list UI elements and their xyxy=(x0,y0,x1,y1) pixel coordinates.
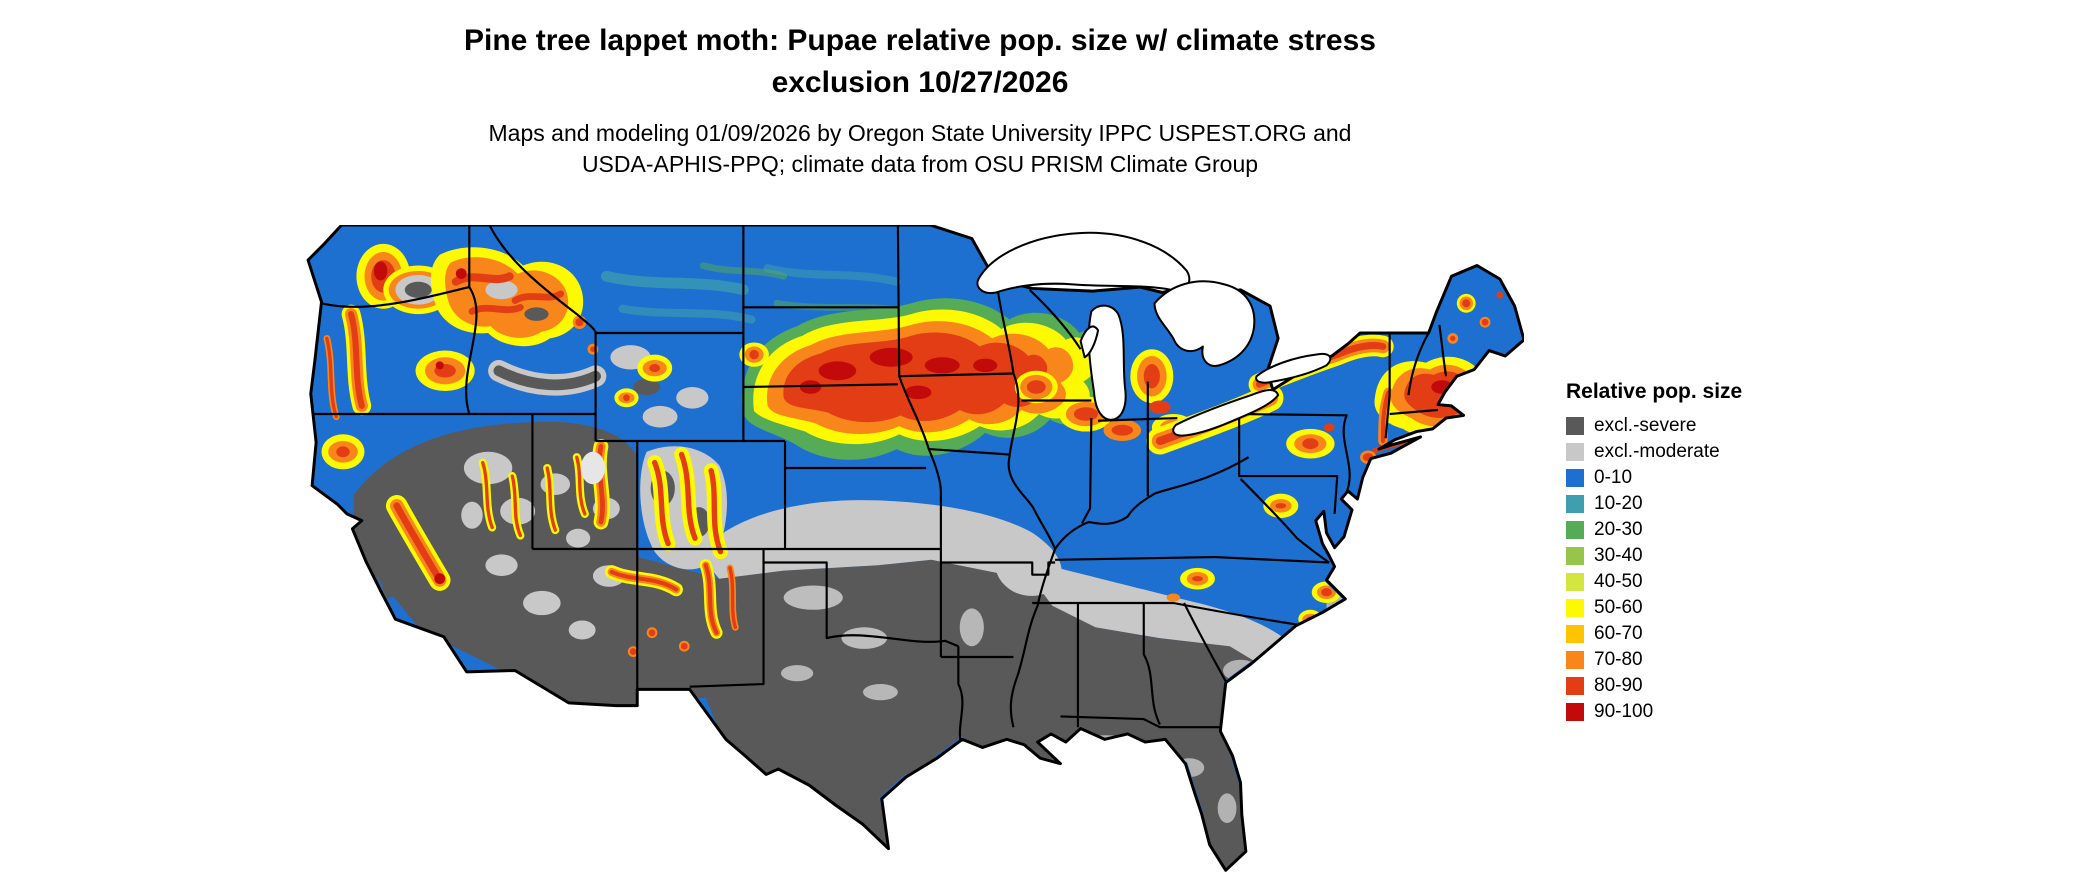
us-outline xyxy=(306,225,1524,872)
legend-swatch-90-100 xyxy=(1566,702,1584,721)
legend-row: 20-30 xyxy=(1566,520,1742,539)
population-raster xyxy=(308,225,1524,871)
legend-row: 30-40 xyxy=(1566,546,1742,565)
legend-label: 50-60 xyxy=(1594,597,1643,618)
legend-swatch-10-20 xyxy=(1566,494,1584,513)
map-title-line1: Pine tree lappet moth: Pupae relative po… xyxy=(464,24,1376,57)
title-block: Pine tree lappet moth: Pupae relative po… xyxy=(60,20,1780,180)
legend-swatch-70-80 xyxy=(1566,650,1584,669)
lake-superior xyxy=(976,231,1191,295)
legend-label: 0-10 xyxy=(1594,467,1633,488)
great-lakes xyxy=(976,231,1332,437)
legend-swatch-40-50 xyxy=(1566,572,1584,591)
legend-swatch-50-60 xyxy=(1566,598,1584,617)
map-subtitle-line1: Maps and modeling 01/09/2026 by Oregon S… xyxy=(488,120,1352,146)
lake-erie xyxy=(1172,389,1280,437)
map-title: Pine tree lappet moth: Pupae relative po… xyxy=(60,20,1780,104)
legend-label: 20-30 xyxy=(1594,519,1643,540)
state-borders xyxy=(308,225,1448,750)
legend-row: excl.-severe xyxy=(1566,416,1742,435)
great-salt-lake xyxy=(580,451,605,485)
legend-swatch-80-90 xyxy=(1566,676,1584,695)
legend-swatch-60-70 xyxy=(1566,624,1584,643)
legend-row: 50-60 xyxy=(1566,598,1742,617)
legend-label: excl.-severe xyxy=(1594,415,1697,436)
legend-row: 60-70 xyxy=(1566,624,1742,643)
legend-row: 10-20 xyxy=(1566,494,1742,513)
legend-row: 0-10 xyxy=(1566,468,1742,487)
legend-row: 80-90 xyxy=(1566,676,1742,695)
legend-row: 40-50 xyxy=(1566,572,1742,591)
legend-label: 80-90 xyxy=(1594,675,1643,696)
legend-label: 40-50 xyxy=(1594,571,1643,592)
legend-label: excl.-moderate xyxy=(1594,441,1720,462)
legend-label: 60-70 xyxy=(1594,623,1643,644)
legend: Relative pop. size excl.-severe excl.-mo… xyxy=(1566,380,1742,721)
legend-label: 70-80 xyxy=(1594,649,1643,670)
legend-swatch-excl-moderate xyxy=(1566,442,1584,461)
legend-title: Relative pop. size xyxy=(1566,380,1743,403)
legend-row: 90-100 xyxy=(1566,702,1742,721)
legend-label: 10-20 xyxy=(1594,493,1643,514)
legend-swatch-excl-severe xyxy=(1566,416,1584,435)
lake-huron xyxy=(1153,280,1256,367)
midwest-hotspot-corridor xyxy=(742,298,1117,460)
legend-row: 70-80 xyxy=(1566,650,1742,669)
legend-swatch-20-30 xyxy=(1566,520,1584,539)
green-bay xyxy=(1079,325,1100,359)
map-subtitle: Maps and modeling 01/09/2026 by Oregon S… xyxy=(60,118,1780,180)
us-map-svg xyxy=(306,225,1524,872)
map-subtitle-line2: USDA-APHIS-PPQ; climate data from OSU PR… xyxy=(581,151,1259,177)
us-map xyxy=(300,225,1524,873)
legend-swatch-30-40 xyxy=(1566,546,1584,565)
lake-ontario xyxy=(1255,352,1332,384)
legend-label: 90-100 xyxy=(1594,701,1654,722)
legend-label: 30-40 xyxy=(1594,545,1643,566)
legend-rows: excl.-severe excl.-moderate 0-10 10-20 2… xyxy=(1566,416,1742,721)
map-title-line2: exclusion 10/27/2026 xyxy=(771,66,1069,99)
legend-swatch-0-10 xyxy=(1566,468,1584,487)
legend-row: excl.-moderate xyxy=(1566,442,1742,461)
